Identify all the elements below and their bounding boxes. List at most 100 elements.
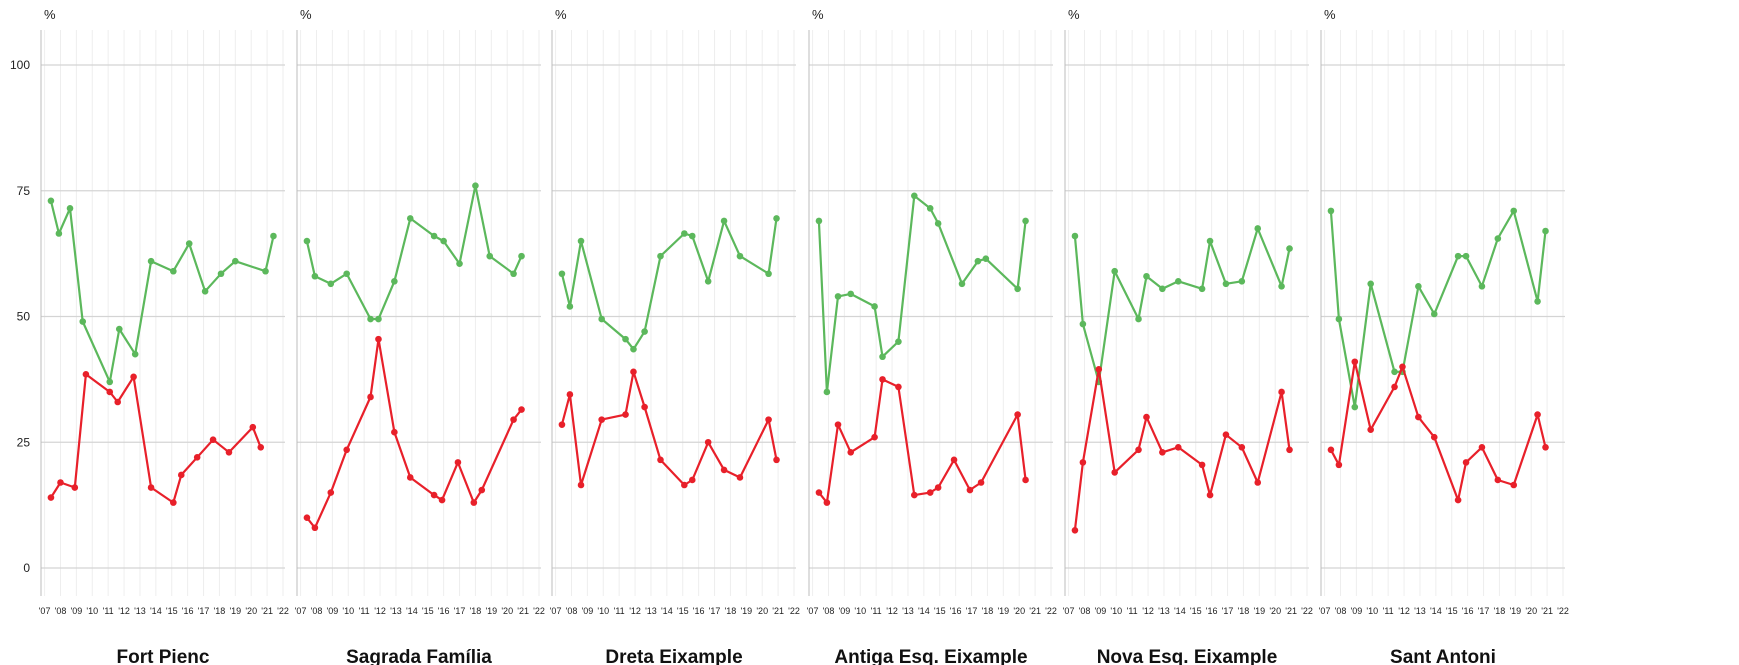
red-data-point — [478, 486, 486, 494]
green-data-point — [1159, 285, 1166, 293]
red-data-point — [934, 484, 942, 491]
green-data-point — [1494, 235, 1502, 242]
green-data-point — [847, 290, 855, 298]
x-tick-label: '17 — [454, 606, 466, 616]
red-data-point — [1254, 479, 1262, 486]
x-tick-label: '16 — [693, 606, 705, 616]
red-data-point — [1135, 446, 1142, 454]
x-tick-label: '15 — [677, 606, 689, 616]
red-data-point — [209, 436, 217, 444]
x-tick-label: '20 — [756, 606, 768, 616]
green-data-point — [1542, 227, 1549, 235]
x-tick-label: '09 — [71, 606, 83, 616]
green-data-point — [823, 388, 831, 396]
green-data-point — [79, 318, 87, 325]
green-data-point — [1415, 283, 1422, 290]
x-tick-label: '14 — [1430, 606, 1442, 616]
x-tick-label: '11 — [359, 606, 370, 616]
red-data-point — [577, 481, 585, 489]
green-data-point — [815, 217, 823, 225]
x-tick-label: '11 — [1127, 606, 1138, 616]
red-data-point — [630, 368, 637, 376]
x-tick-label: '12 — [1142, 606, 1154, 616]
green-data-point — [577, 237, 585, 245]
x-tick-label: '18 — [470, 606, 482, 616]
green-series-line — [1073, 227, 1291, 383]
x-tick-label: '15 — [166, 606, 178, 616]
x-tick-label: '10 — [342, 606, 354, 616]
y-tick-label: 50 — [17, 310, 31, 324]
green-data-point — [879, 353, 886, 361]
y-unit-label: % — [300, 7, 312, 22]
green-data-point — [657, 252, 664, 260]
red-data-point — [736, 474, 744, 481]
red-data-point — [193, 454, 201, 461]
y-tick-label: 75 — [17, 184, 31, 198]
green-data-point — [1198, 285, 1206, 293]
x-tick-label: '12 — [1398, 606, 1410, 616]
red-data-point — [1534, 411, 1541, 418]
green-data-point — [327, 280, 335, 288]
green-data-point — [185, 240, 193, 247]
red-series-line — [560, 370, 778, 487]
red-data-point — [249, 423, 257, 431]
x-tick-label: '16 — [1206, 606, 1218, 616]
x-tick-label: '13 — [134, 606, 146, 616]
x-tick-label: '20 — [1013, 606, 1025, 616]
green-data-point — [1174, 277, 1182, 285]
red-series-line — [1329, 360, 1547, 502]
x-tick-label: '08 — [1335, 606, 1347, 616]
green-data-point — [688, 232, 696, 240]
green-series-line — [560, 218, 778, 351]
green-data-point — [1079, 320, 1087, 328]
red-data-point — [1478, 443, 1486, 451]
green-data-point — [303, 237, 311, 245]
red-data-point — [950, 456, 958, 464]
green-data-point — [131, 350, 139, 358]
red-data-point — [641, 403, 648, 411]
green-data-point — [926, 205, 934, 212]
green-data-point — [201, 288, 209, 295]
green-data-point — [1462, 252, 1470, 260]
green-data-point — [1367, 280, 1374, 288]
green-series-line — [1329, 209, 1547, 409]
green-data-point — [1238, 277, 1246, 285]
green-data-point — [456, 260, 463, 267]
y-tick-label: 100 — [10, 58, 30, 72]
red-data-point — [1143, 413, 1150, 421]
red-data-point — [1014, 411, 1021, 418]
x-tick-label: '18 — [214, 606, 226, 616]
x-tick-label: '10 — [1366, 606, 1378, 616]
green-data-point — [1143, 272, 1150, 280]
x-tick-label: '21 — [1541, 606, 1553, 616]
green-data-point — [1206, 237, 1214, 245]
x-tick-label: '10 — [854, 606, 866, 616]
red-data-point — [765, 416, 772, 423]
green-data-point — [1286, 245, 1293, 252]
x-tick-label: '21 — [261, 606, 273, 616]
green-data-point — [270, 232, 277, 240]
red-data-point — [147, 484, 155, 491]
green-data-point — [1335, 315, 1343, 323]
x-tick-label: '21 — [517, 606, 529, 616]
red-data-point — [391, 428, 398, 436]
green-data-point — [598, 315, 605, 323]
red-data-point — [1335, 461, 1343, 469]
x-tick-label: '08 — [566, 606, 578, 616]
y-unit-label: % — [1324, 7, 1336, 22]
x-tick-label: '17 — [198, 606, 210, 616]
x-tick-label: '12 — [886, 606, 898, 616]
red-data-point — [1174, 443, 1182, 451]
green-data-point — [1478, 283, 1486, 290]
red-data-point — [518, 406, 525, 413]
x-tick-label: '19 — [740, 606, 752, 616]
panel-title: Antiga Esq. Eixample — [834, 647, 1027, 665]
red-data-point — [1367, 426, 1374, 433]
x-tick-label: '20 — [245, 606, 257, 616]
x-tick-label: '15 — [1446, 606, 1458, 616]
x-tick-label: '22 — [1045, 606, 1057, 616]
red-data-point — [688, 476, 696, 484]
x-tick-label: '14 — [406, 606, 418, 616]
green-data-point — [311, 272, 319, 280]
green-data-point — [622, 335, 629, 343]
